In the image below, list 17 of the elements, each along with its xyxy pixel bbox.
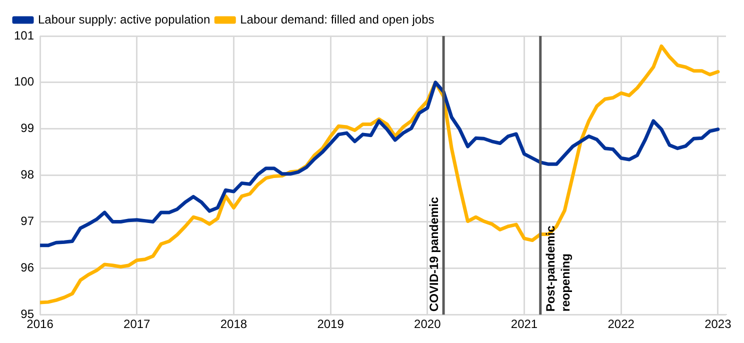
ref-line-label: Post-pandemic reopening: [544, 225, 573, 312]
y-tick-label: 96: [20, 260, 34, 274]
y-tick-label: 98: [20, 168, 34, 182]
x-tick-label: 2022: [608, 317, 635, 332]
y-tick-label: 100: [14, 74, 34, 89]
ref-line-label: COVID-19 pandemic: [426, 196, 441, 312]
y-tick-label: 99: [20, 121, 34, 136]
legend-label: Labour supply: active population: [38, 12, 210, 26]
x-tick-label: 2020: [414, 317, 442, 332]
legend-label: Labour demand: filled and open jobs: [240, 12, 434, 26]
x-tick-label: 2023: [704, 317, 732, 332]
x-tick-label: 2017: [124, 317, 151, 332]
x-tick-label: 2018: [220, 317, 248, 332]
x-tick-label: 2021: [510, 317, 538, 332]
x-tick-label: 2019: [317, 317, 344, 332]
y-tick-label: 101: [14, 28, 34, 42]
y-tick-label: 97: [20, 214, 34, 228]
